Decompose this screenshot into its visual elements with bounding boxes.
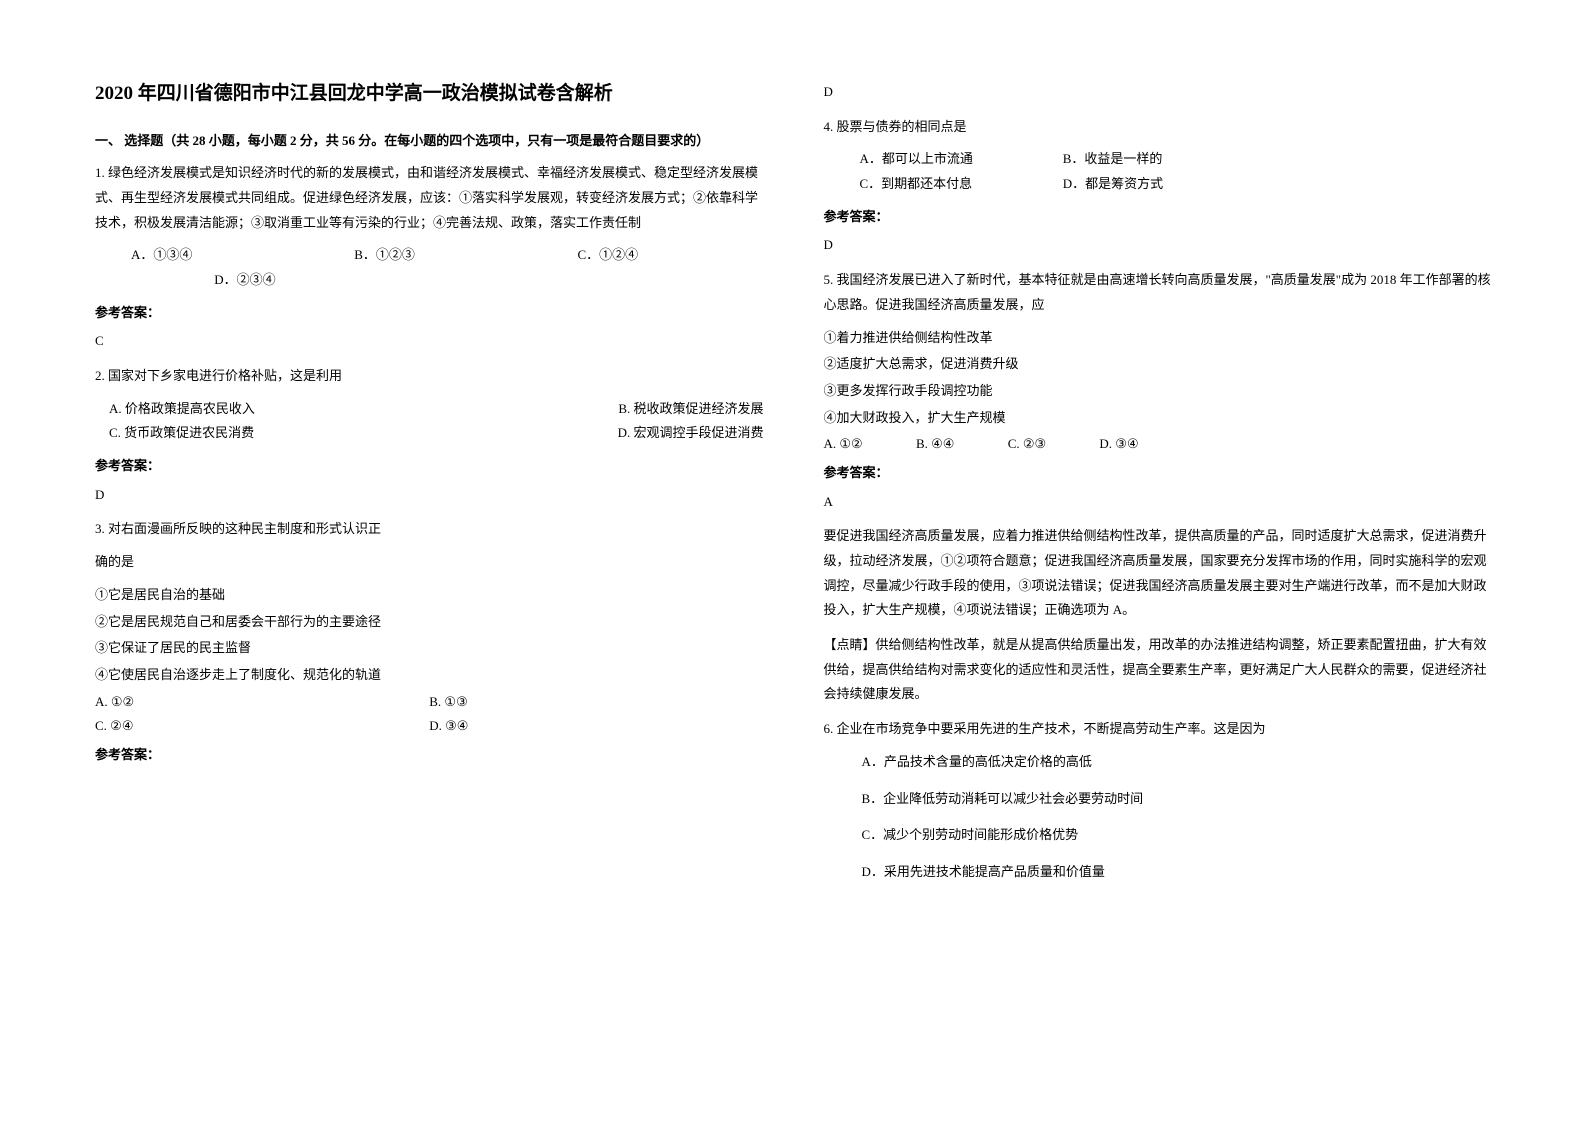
q6-optA: A．产品技术含量的高低决定价格的高低 bbox=[844, 750, 1493, 775]
question-2: 2. 国家对下乡家电进行价格补贴，这是利用 bbox=[95, 364, 764, 389]
q4-optC: C．到期都还本付息 bbox=[860, 172, 1060, 197]
q1-options: A．①③④ B．①②③ C．①②④ D．②③④ bbox=[95, 243, 764, 292]
q3-answer-label: 参考答案： bbox=[95, 743, 764, 768]
q6-optB: B．企业降低劳动消耗可以减少社会必要劳动时间 bbox=[844, 787, 1493, 812]
right-column: D 4. 股票与债券的相同点是 A．都可以上市流通 B．收益是一样的 C．到期都… bbox=[824, 80, 1493, 1042]
q5-s2: ②适度扩大总需求，促进消费升级 bbox=[824, 352, 1493, 377]
document-title: 2020 年四川省德阳市中江县回龙中学高一政治模拟试卷含解析 bbox=[95, 80, 764, 109]
q3-options-row2: C. ②④ D. ③④ bbox=[95, 714, 764, 739]
q1-answer-label: 参考答案： bbox=[95, 301, 764, 326]
question-1: 1. 绿色经济发展模式是知识经济时代的新的发展模式，由和谐经济发展模式、幸福经济… bbox=[95, 161, 764, 235]
q1-optD: D．②③④ bbox=[214, 272, 275, 287]
q5-s3: ③更多发挥行政手段调控功能 bbox=[824, 379, 1493, 404]
q1-answer: C bbox=[95, 329, 764, 354]
question-4: 4. 股票与债券的相同点是 bbox=[824, 115, 1493, 140]
q3-optA: A. ①② bbox=[95, 690, 429, 715]
q5-s4: ④加大财政投入，扩大生产规模 bbox=[824, 406, 1493, 431]
q5-options: A. ①② B. ④④ C. ②③ D. ③④ bbox=[824, 432, 1493, 457]
q5-explanation: 要促进我国经济高质量发展，应着力推进供给侧结构性改革，提供高质量的产品，同时适度… bbox=[824, 524, 1493, 623]
q4-options: A．都可以上市流通 B．收益是一样的 C．到期都还本付息 D．都是筹资方式 bbox=[824, 147, 1493, 196]
q3-s3: ③它保证了居民的民主监督 bbox=[95, 636, 764, 661]
q4-optA: A．都可以上市流通 bbox=[860, 147, 1060, 172]
q1-optA: A．①③④ bbox=[131, 243, 351, 268]
q2-optD: D. 宏观调控手段促进消费 bbox=[255, 421, 764, 446]
q5-answer-label: 参考答案： bbox=[824, 461, 1493, 486]
question-5: 5. 我国经济发展已进入了新时代，基本特征就是由高速增长转向高质量发展，"高质量… bbox=[824, 268, 1493, 317]
q2-options: A. 价格政策提高农民收入 B. 税收政策促进经济发展 C. 货币政策促进农民消… bbox=[95, 397, 764, 446]
q5-optA: A. ①② bbox=[824, 432, 863, 457]
q3-optD: D. ③④ bbox=[429, 714, 763, 739]
q3-optC: C. ②④ bbox=[95, 714, 429, 739]
q4-optB: B．收益是一样的 bbox=[1063, 151, 1163, 166]
q4-answer: D bbox=[824, 233, 1493, 258]
q6-optD: D．采用先进技术能提高产品质量和价值量 bbox=[844, 860, 1493, 885]
q3-options-row1: A. ①② B. ①③ bbox=[95, 690, 764, 715]
left-column: 2020 年四川省德阳市中江县回龙中学高一政治模拟试卷含解析 一、 选择题（共 … bbox=[95, 80, 764, 1042]
q5-optD: D. ③④ bbox=[1099, 432, 1138, 457]
q5-optB: B. ④④ bbox=[916, 432, 954, 457]
question-3: 3. 对右面漫画所反映的这种民主制度和形式认识正 bbox=[95, 517, 764, 542]
q3-answer: D bbox=[824, 80, 1493, 105]
q2-answer: D bbox=[95, 483, 764, 508]
q2-optA: A. 价格政策提高农民收入 bbox=[95, 397, 255, 422]
q6-options: A．产品技术含量的高低决定价格的高低 B．企业降低劳动消耗可以减少社会必要劳动时… bbox=[824, 750, 1493, 885]
section-header: 一、 选择题（共 28 小题，每小题 2 分，共 56 分。在每小题的四个选项中… bbox=[95, 129, 764, 154]
q5-s1: ①着力推进供给侧结构性改革 bbox=[824, 326, 1493, 351]
q5-answer: A bbox=[824, 490, 1493, 515]
q5-point: 【点睛】供给侧结构性改革，就是从提高供给质量出发，用改革的办法推进结构调整，矫正… bbox=[824, 633, 1493, 707]
q3-s1: ①它是居民自治的基础 bbox=[95, 583, 764, 608]
q2-optC: C. 货币政策促进农民消费 bbox=[95, 421, 255, 446]
q2-answer-label: 参考答案： bbox=[95, 454, 764, 479]
question-3-cont: 确的是 bbox=[95, 550, 764, 575]
q1-optB: B．①②③ bbox=[354, 243, 574, 268]
q3-s4: ④它使居民自治逐步走上了制度化、规范化的轨道 bbox=[95, 663, 764, 688]
q1-optC: C．①②④ bbox=[578, 247, 639, 262]
q3-optB: B. ①③ bbox=[429, 690, 763, 715]
q2-optB: B. 税收政策促进经济发展 bbox=[255, 397, 764, 422]
q4-optD: D．都是筹资方式 bbox=[1063, 176, 1163, 191]
q3-s2: ②它是居民规范自己和居委会干部行为的主要途径 bbox=[95, 610, 764, 635]
q5-optC: C. ②③ bbox=[1008, 432, 1046, 457]
question-6: 6. 企业在市场竞争中要采用先进的生产技术，不断提高劳动生产率。这是因为 bbox=[824, 717, 1493, 742]
q4-answer-label: 参考答案： bbox=[824, 205, 1493, 230]
q6-optC: C．减少个别劳动时间能形成价格优势 bbox=[844, 823, 1493, 848]
